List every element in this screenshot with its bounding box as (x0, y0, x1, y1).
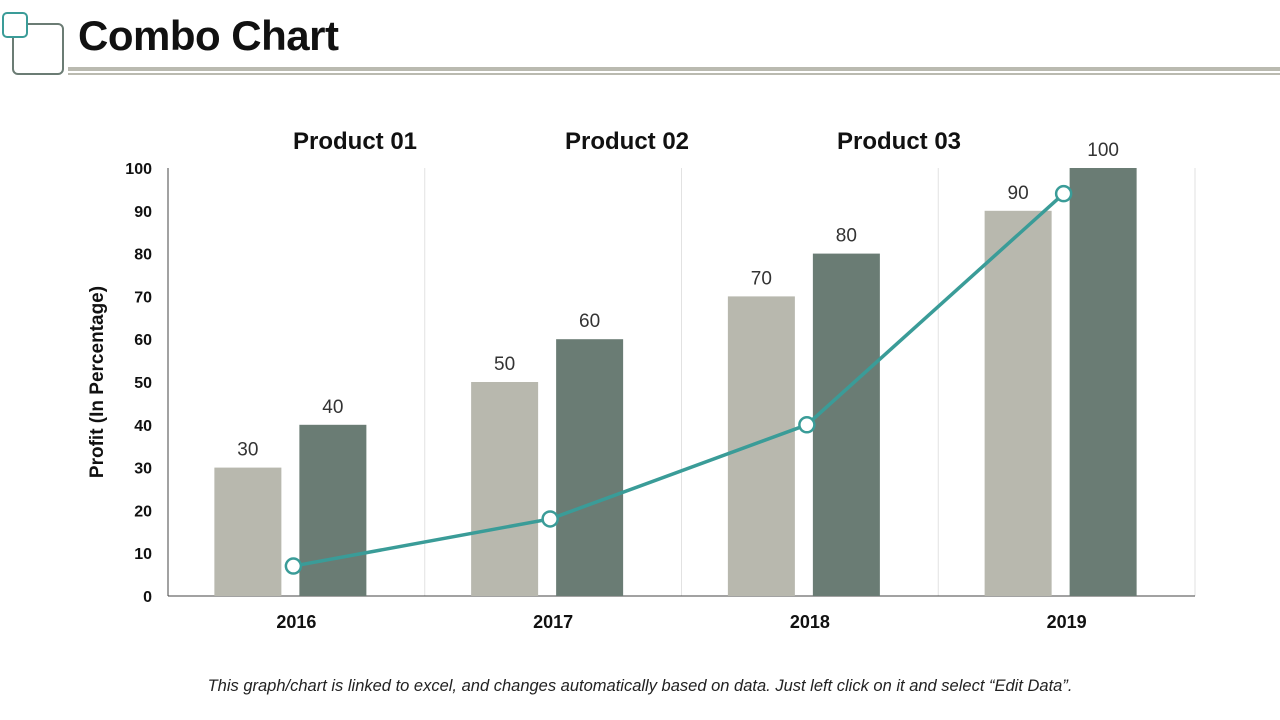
x-tick-label-2019: 2019 (1047, 612, 1087, 632)
y-tick-label: 80 (134, 247, 152, 264)
y-tick-label: 30 (134, 461, 152, 478)
data-label: 100 (1087, 140, 1119, 161)
legend-entry-product-02: Product 02 (565, 128, 689, 155)
y-tick-label: 40 (134, 418, 152, 435)
bar-product-01-2019[interactable] (984, 210, 1052, 597)
legend-entry-product-01: Product 01 (293, 128, 417, 155)
legend-entry-product-03: Product 03 (837, 128, 961, 155)
line-point-2018[interactable] (798, 416, 816, 434)
bar-product-01-2018[interactable] (727, 296, 795, 596)
x-tick-label-2018: 2018 (790, 612, 830, 632)
logo-square-small (2, 12, 28, 38)
y-tick-label: 10 (134, 546, 152, 563)
x-tick-label-2016: 2016 (276, 612, 316, 632)
data-label: 40 (322, 397, 343, 418)
data-label: 70 (751, 268, 772, 289)
bar-product-02-2017[interactable] (556, 339, 624, 596)
bar-product-02-2019[interactable] (1069, 168, 1137, 596)
y-tick-label: 0 (143, 589, 152, 606)
bar-product-01-2017[interactable] (471, 382, 539, 596)
title-rule-thin (68, 73, 1280, 75)
x-tick-label-2017: 2017 (533, 612, 573, 632)
y-tick-label: 60 (134, 332, 152, 349)
title-rule-thick (68, 67, 1280, 71)
page-title: Combo Chart (78, 12, 339, 59)
y-tick-label: 20 (134, 503, 152, 520)
line-point-2019[interactable] (1054, 184, 1073, 203)
line-point-2017[interactable] (541, 510, 559, 528)
line-series-product-03[interactable] (293, 192, 1065, 568)
bar-product-01-2016[interactable] (214, 467, 282, 596)
y-tick-label: 70 (134, 289, 152, 306)
y-tick-label: 100 (125, 161, 152, 178)
footer-note: This graph/chart is linked to excel, and… (207, 677, 1073, 695)
data-label: 90 (1008, 183, 1029, 204)
bar-product-02-2016[interactable] (299, 424, 367, 596)
data-label: 80 (836, 226, 857, 247)
data-label: 30 (237, 440, 258, 461)
data-label: 50 (494, 354, 515, 375)
y-tick-label: 50 (134, 375, 152, 392)
y-tick-label: 90 (134, 204, 152, 221)
bar-product-02-2018[interactable] (812, 253, 880, 596)
y-axis-title: Profit (In Percentage) (87, 286, 108, 478)
data-label: 60 (579, 311, 600, 332)
line-point-2016[interactable] (284, 557, 303, 575)
